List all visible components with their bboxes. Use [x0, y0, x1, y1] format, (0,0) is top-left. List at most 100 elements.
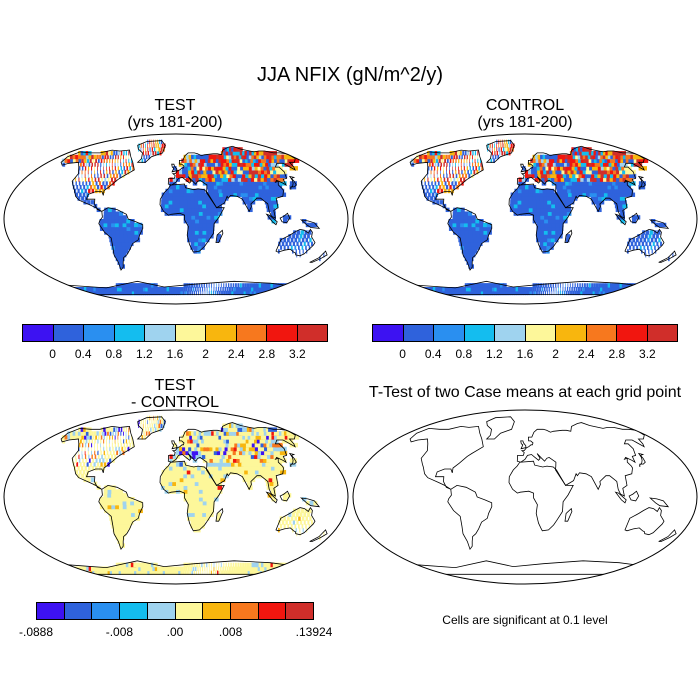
grid-cell — [521, 192, 526, 197]
grid-cell — [456, 222, 461, 228]
grid-cell — [578, 181, 585, 186]
grid-cell — [559, 185, 565, 190]
grid-cell — [205, 454, 211, 459]
grid-cell — [233, 192, 239, 197]
grid-cell — [209, 162, 215, 167]
grid-cell — [430, 158, 433, 163]
grid-cell — [185, 446, 190, 452]
grid-cell — [555, 219, 560, 224]
grid-cell — [253, 188, 260, 194]
grid-cell — [116, 234, 122, 239]
grid-cell — [96, 185, 100, 190]
grid-cell — [539, 192, 544, 197]
grid-cell — [137, 500, 143, 506]
grid-cell — [127, 169, 130, 175]
grid-cell — [125, 151, 128, 156]
grid-cell — [192, 177, 197, 182]
grid-cell — [120, 162, 122, 167]
grid-cell — [107, 497, 112, 502]
grid-cell — [612, 188, 619, 194]
grid-cell — [194, 450, 200, 456]
coastline — [309, 250, 328, 263]
grid-cell — [187, 500, 192, 506]
grid-cell — [610, 185, 618, 190]
grid-cell — [194, 508, 200, 514]
grid-cell — [547, 200, 552, 205]
grid-cell — [628, 169, 636, 175]
grid-cell — [600, 283, 604, 288]
grid-cell — [560, 287, 562, 292]
grid-cell — [267, 196, 273, 201]
grid-cell — [273, 181, 280, 186]
grid-cell — [123, 527, 129, 533]
grid-cell — [107, 489, 112, 494]
grid-cell — [202, 166, 207, 171]
grid-cell — [649, 241, 652, 247]
grid-cell — [120, 531, 127, 537]
grid-cell — [186, 435, 191, 440]
grid-cell — [131, 512, 136, 517]
grid-cell — [564, 177, 570, 182]
coastline — [215, 507, 224, 522]
grid-cell — [525, 185, 530, 190]
grid-cell — [605, 188, 612, 194]
grid-cell — [497, 283, 502, 288]
grid-cell — [197, 520, 202, 525]
grid-cell — [268, 427, 277, 432]
grid-cell — [216, 196, 222, 201]
grid-cell — [204, 450, 210, 456]
grid-cell — [82, 458, 84, 463]
grid-cell — [255, 185, 262, 190]
grid-cell — [191, 154, 196, 160]
grid-cell — [238, 450, 245, 456]
grid-cell — [275, 442, 283, 448]
grid-cell — [123, 230, 128, 235]
grid-cell — [208, 469, 214, 475]
grid-cell — [161, 287, 166, 292]
grid-cell — [456, 211, 461, 216]
grid-cell — [165, 473, 170, 479]
grid-cell — [624, 185, 632, 190]
grid-cell — [90, 185, 93, 190]
grid-cell — [261, 562, 265, 568]
grid-cell — [179, 450, 184, 456]
grid-cell — [648, 249, 650, 254]
grid-cell — [176, 200, 181, 205]
grid-cell — [579, 169, 586, 175]
grid-cell — [533, 162, 538, 167]
grid-cell — [200, 570, 202, 575]
grid-cell — [205, 234, 210, 239]
grid-cell — [525, 287, 528, 292]
grid-cell — [202, 489, 208, 494]
grid-cell — [638, 241, 641, 247]
grid-cell — [83, 427, 87, 432]
grid-cell — [242, 477, 248, 483]
grid-cell — [433, 166, 436, 171]
grid-cell — [192, 566, 195, 572]
grid-cell — [120, 253, 127, 258]
grid-cell — [115, 489, 120, 494]
grid-cell — [88, 181, 91, 186]
coastline — [447, 484, 493, 551]
grid-cell — [545, 283, 547, 288]
grid-cell — [503, 151, 506, 156]
grid-cell — [110, 520, 116, 525]
grid-cell — [460, 219, 465, 224]
grid-cell — [539, 166, 544, 171]
grid-cell — [619, 283, 624, 288]
grid-cell — [151, 570, 157, 575]
grid-cell — [619, 196, 626, 201]
grid-cell — [568, 196, 574, 201]
grid-cell — [197, 287, 199, 292]
grid-cell — [200, 466, 206, 471]
grid-cell — [78, 446, 80, 452]
grid-cell — [107, 215, 112, 220]
grid-cell — [271, 489, 276, 494]
grid-cell — [224, 169, 231, 175]
grid-cell — [604, 185, 611, 190]
grid-cell — [185, 173, 190, 179]
grid-cell — [117, 241, 123, 247]
grid-cell — [432, 200, 436, 205]
grid-cell — [278, 188, 285, 194]
grid-cell — [110, 177, 113, 182]
